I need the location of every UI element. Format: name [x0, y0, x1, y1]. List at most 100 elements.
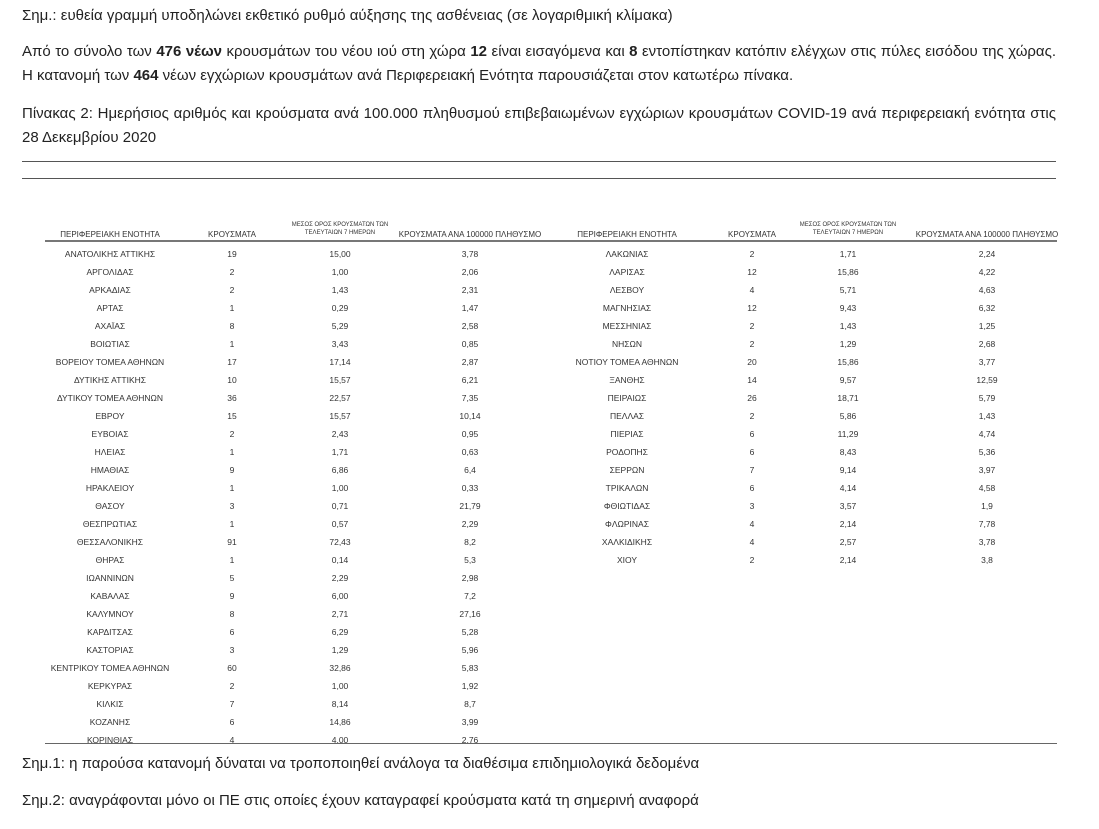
avg7-value: 1,43: [839, 321, 857, 331]
cases-value: 26: [747, 393, 757, 403]
region-name: ΝΟΤΙΟΥ ΤΟΜΕΑ ΑΘΗΝΩΝ: [575, 357, 679, 367]
cases-value: 6: [749, 447, 755, 457]
avg7-value: 11,29: [837, 429, 859, 439]
per100k-value: 3,8: [981, 555, 993, 565]
avg7-value: 8,43: [839, 447, 857, 457]
cases-value: 1: [229, 303, 235, 313]
avg7-value: 6,86: [331, 465, 349, 475]
border-cases: 8: [629, 43, 638, 60]
per100k-value: 6,21: [461, 375, 479, 385]
region-name: ΒΟΡΕΙΟΥ ΤΟΜΕΑ ΑΘΗΝΩΝ: [55, 357, 165, 367]
avg7-value: 15,00: [329, 249, 351, 259]
avg7-value: 3,43: [331, 339, 349, 349]
per100k-value: 5,28: [461, 627, 479, 637]
cases-value: 3: [749, 501, 755, 511]
per100k-value: 0,63: [461, 447, 479, 457]
cases-value: 9: [229, 591, 235, 601]
table-bottom-border: [45, 743, 1057, 744]
cases-value: 5: [229, 573, 235, 583]
avg7-value: 32,86: [329, 663, 351, 673]
avg7-value: 9,57: [839, 375, 857, 385]
per100k-value: 3,77: [978, 357, 996, 367]
region-name: ΘΕΣΣΑΛΟΝΙΚΗΣ: [76, 537, 144, 547]
cases-value: 7: [229, 699, 235, 709]
per100k-value: 5,36: [978, 447, 996, 457]
cases-value: 3: [229, 645, 235, 655]
per100k-value: 12,59: [976, 375, 998, 385]
per100k-value: 0,95: [461, 429, 479, 439]
region-name: ΚΑΒΑΛΑΣ: [90, 591, 130, 601]
per100k-value: 5,83: [461, 663, 479, 673]
region-name: ΚΙΛΚΙΣ: [96, 699, 124, 709]
avg7-value: 2,71: [331, 609, 349, 619]
divider: [22, 161, 1056, 162]
cases-value: 6: [749, 429, 755, 439]
avg7-value: 0,29: [331, 303, 349, 313]
cases-value: 1: [229, 447, 235, 457]
cases-value: 14: [747, 375, 757, 385]
avg7-value: 1,71: [331, 447, 349, 457]
avg7-value: 2,43: [331, 429, 349, 439]
avg7-value: 1,43: [331, 285, 349, 295]
per100k-value: 5,3: [464, 555, 476, 565]
cases-value: 2: [229, 681, 235, 691]
avg7-value: 2,29: [331, 573, 349, 583]
per100k-value: 2,68: [978, 339, 996, 349]
per100k-value: 1,25: [978, 321, 996, 331]
region-name: ΗΜΑΘΙΑΣ: [90, 465, 130, 475]
region-name: ΒΟΙΩΤΙΑΣ: [90, 339, 130, 349]
cases-value: 2: [749, 249, 755, 259]
region-name: ΕΒΡΟΥ: [95, 411, 125, 421]
cases-value: 2: [229, 285, 235, 295]
avg7-value: 15,57: [329, 411, 351, 421]
cases-value: 4: [749, 519, 755, 529]
per100k-value: 0,33: [461, 483, 479, 493]
region-name: ΛΑΚΩΝΙΑΣ: [605, 249, 649, 259]
intro-paragraph: Από το σύνολο των 476 νέων κρουσμάτων το…: [22, 40, 1056, 88]
per100k-value: 4,58: [978, 483, 996, 493]
per100k-value: 8,7: [464, 699, 476, 709]
column-header: ΜΕΣΟΣ ΟΡΟΣ ΚΡΟΥΣΜΑΤΩΝ ΤΩΝ ΤΕΛΕΥΤΑΙΩΝ 7 Η…: [291, 222, 389, 236]
region-name: ΛΕΣΒΟΥ: [609, 285, 645, 295]
avg7-value: 15,86: [837, 267, 859, 277]
header-underline: [560, 240, 1057, 242]
cases-value: 2: [749, 555, 755, 565]
per100k-value: 21,79: [459, 501, 481, 511]
cases-value: 17: [227, 357, 237, 367]
cases-value: 15: [227, 411, 237, 421]
region-name: ΠΕΛΛΑΣ: [609, 411, 645, 421]
column-header: ΚΡΟΥΣΜΑΤΑ ΑΝΑ 100000 ΠΛΗΘΥΣΜΟ: [915, 230, 1059, 239]
region-name: ΑΝΑΤΟΛΙΚΗΣ ΑΤΤΙΚΗΣ: [64, 249, 156, 259]
cases-value: 8: [229, 609, 235, 619]
avg7-value: 4,00: [331, 735, 349, 745]
per100k-value: 10,14: [459, 411, 481, 421]
per100k-value: 4,63: [978, 285, 996, 295]
divider: [22, 178, 1056, 179]
region-name: ΧΙΟΥ: [616, 555, 638, 565]
cases-value: 6: [749, 483, 755, 493]
per100k-value: 3,97: [978, 465, 996, 475]
region-name: ΗΡΑΚΛΕΙΟΥ: [85, 483, 135, 493]
region-name: ΚΟΖΑΝΗΣ: [89, 717, 131, 727]
column-header: ΠΕΡΙΦΕΡΕΙΑΚΗ ΕΝΟΤΗΤΑ: [60, 230, 160, 239]
cases-value: 3: [229, 501, 235, 511]
column-header: ΚΡΟΥΣΜΑΤΑ: [208, 230, 256, 239]
avg7-value: 15,86: [837, 357, 859, 367]
per100k-value: 4,74: [978, 429, 996, 439]
region-name: ΘΗΡΑΣ: [95, 555, 125, 565]
imported-cases: 12: [470, 43, 488, 60]
column-header: ΠΕΡΙΦΕΡΕΙΑΚΗ ΕΝΟΤΗΤΑ: [577, 230, 677, 239]
cases-value: 20: [747, 357, 757, 367]
avg7-value: 6,00: [331, 591, 349, 601]
region-name: ΚΑΣΤΟΡΙΑΣ: [86, 645, 134, 655]
region-name: ΑΡΓΟΛΙΔΑΣ: [86, 267, 134, 277]
region-name: ΚΕΝΤΡΙΚΟΥ ΤΟΜΕΑ ΑΘΗΝΩΝ: [50, 663, 170, 673]
cases-value: 7: [749, 465, 755, 475]
per100k-value: 1,47: [461, 303, 479, 313]
avg7-value: 9,14: [839, 465, 857, 475]
cases-value: 2: [229, 267, 235, 277]
region-name: ΧΑΛΚΙΔΙΚΗΣ: [601, 537, 653, 547]
per100k-value: 0,85: [461, 339, 479, 349]
cases-value: 2: [749, 411, 755, 421]
avg7-value: 1,00: [331, 483, 349, 493]
